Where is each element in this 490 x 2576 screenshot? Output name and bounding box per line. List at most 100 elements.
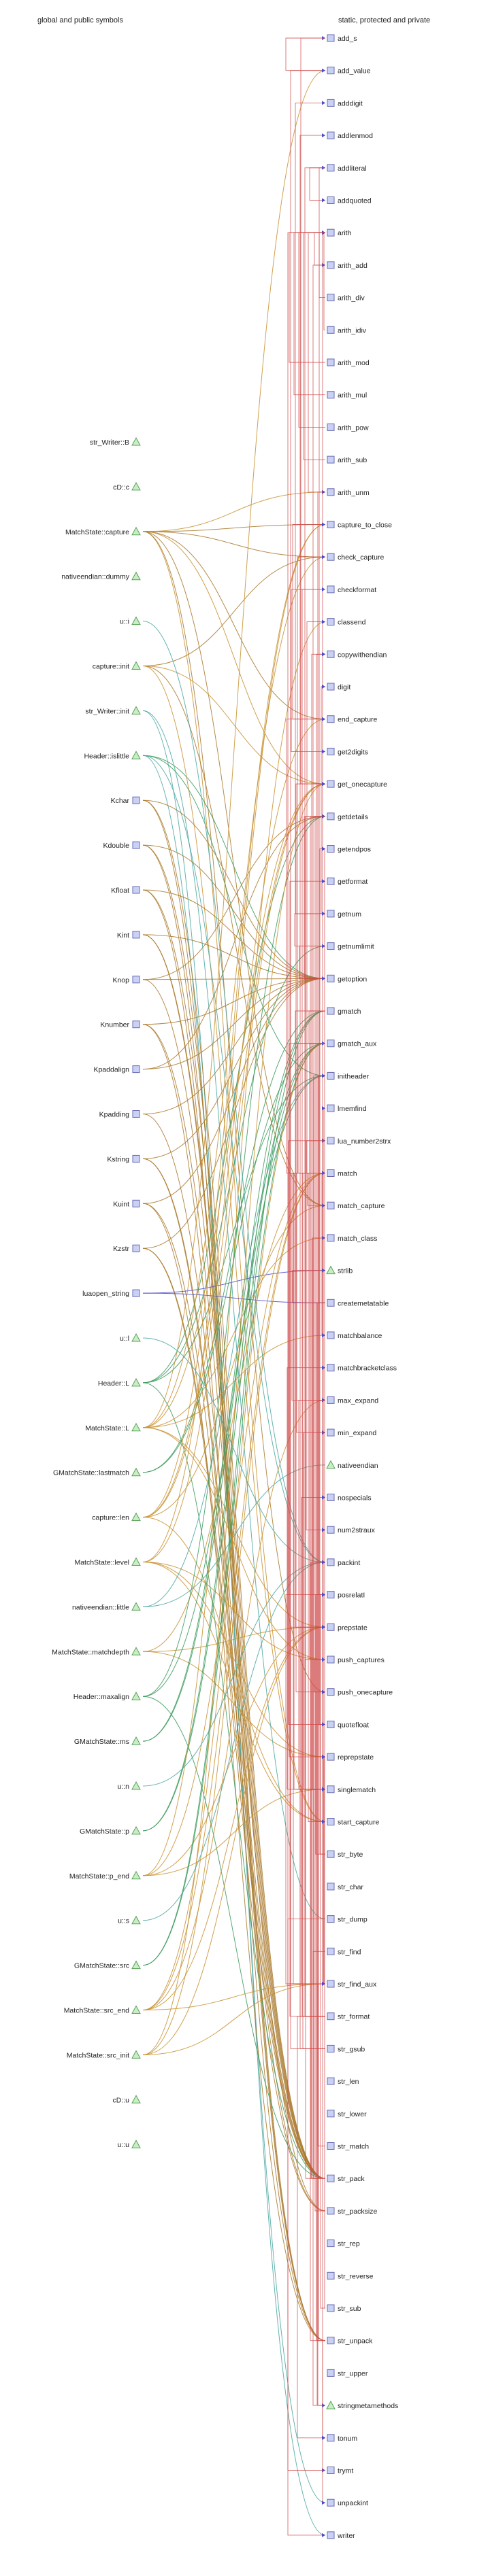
node-posrelati[interactable]: posrelatI (327, 1591, 365, 1600)
node-get-onecapture[interactable]: get_onecapture (327, 780, 387, 789)
node-kint[interactable]: Kint (117, 931, 140, 940)
node-arith-mod[interactable]: arith_mod (327, 358, 370, 367)
node-reprepstate[interactable]: reprepstate (327, 1753, 374, 1762)
node-match-class[interactable]: match_class (327, 1234, 377, 1243)
node-arith-unm[interactable]: arith_unm (327, 488, 370, 497)
node-capture-init[interactable]: capture::init (93, 661, 141, 671)
node-kstring[interactable]: Kstring (107, 1154, 140, 1163)
node-header-islittle[interactable]: Header::islittle (84, 751, 141, 760)
node-addliteral[interactable]: addliteral (327, 164, 367, 173)
node-u-u[interactable]: u::u (117, 2140, 141, 2149)
node-str-reverse[interactable]: str_reverse (327, 2271, 374, 2280)
node-add-value[interactable]: add_value (327, 67, 371, 75)
node-createmetatable[interactable]: createmetatable (327, 1299, 389, 1307)
node-str-lower[interactable]: str_lower (327, 2110, 367, 2118)
node-arith-div[interactable]: arith_div (327, 294, 365, 303)
node-classend[interactable]: classend (327, 618, 366, 627)
node-str-format[interactable]: str_format (327, 2012, 370, 2021)
node-tonum[interactable]: tonum (327, 2434, 357, 2443)
node-str-find-aux[interactable]: str_find_aux (327, 1980, 377, 1989)
node-check-capture[interactable]: check_capture (327, 553, 384, 562)
node-initheader[interactable]: initheader (327, 1071, 370, 1080)
node-capture-len[interactable]: capture::len (92, 1512, 141, 1522)
node-gmatchstate-ms[interactable]: GMatchState::ms (74, 1736, 141, 1746)
node-str-dump[interactable]: str_dump (327, 1915, 368, 1924)
node-addlenmod[interactable]: addlenmod (327, 131, 373, 140)
node-copywithendian[interactable]: copywithendian (327, 650, 387, 659)
node-getformat[interactable]: getformat (327, 877, 368, 886)
node-str-len[interactable]: str_len (327, 2077, 359, 2086)
node-matchstate-p-end[interactable]: MatchState::p_end (69, 1870, 141, 1881)
node-quotefloat[interactable]: quotefloat (327, 1720, 369, 1729)
node-min-expand[interactable]: min_expand (327, 1428, 376, 1437)
node-writer[interactable]: writer (327, 2531, 355, 2540)
node-str-char[interactable]: str_char (327, 1883, 363, 1891)
node-matchstate-matchdepth[interactable]: MatchState::matchdepth (52, 1647, 141, 1656)
node-gmatch[interactable]: gmatch (327, 1007, 361, 1016)
node-arith-sub[interactable]: arith_sub (327, 456, 367, 464)
node-str-pack[interactable]: str_pack (327, 2174, 365, 2183)
node-kpadding[interactable]: Kpadding (99, 1110, 140, 1119)
node-push-onecapture[interactable]: push_onecapture (327, 1688, 393, 1697)
node-capture-to-close[interactable]: capture_to_close (327, 521, 392, 530)
node-match[interactable]: match (327, 1169, 357, 1178)
node-strlib[interactable]: strlib (326, 1265, 353, 1275)
node-gmatch-aux[interactable]: gmatch_aux (327, 1040, 377, 1048)
node-matchstate-src-init[interactable]: MatchState::src_init (67, 2050, 141, 2059)
node-match-capture[interactable]: match_capture (327, 1201, 385, 1210)
node-getnum[interactable]: getnum (327, 910, 361, 918)
node-getdetails[interactable]: getdetails (327, 812, 368, 821)
node-packint[interactable]: packint (327, 1558, 360, 1567)
node-str-sub[interactable]: str_sub (327, 2304, 361, 2313)
node-gmatchstate-p[interactable]: GMatchState::p (80, 1825, 141, 1836)
node-arith-mul[interactable]: arith_mul (327, 391, 367, 400)
node-nospecials[interactable]: nospecials (327, 1494, 372, 1502)
node-adddigit[interactable]: adddigit (327, 99, 363, 107)
node-u-l[interactable]: u::l (120, 1333, 141, 1343)
node-addquoted[interactable]: addquoted (327, 196, 372, 205)
node-luaopen-string[interactable]: luaopen_string (82, 1289, 140, 1298)
node-lua-number2strx[interactable]: lua_number2strx (327, 1137, 391, 1146)
node-get2digits[interactable]: get2digits (327, 747, 368, 756)
node-cd-c[interactable]: cD::c (113, 481, 141, 492)
node-gmatchstate-lastmatch[interactable]: GMatchState::lastmatch (53, 1467, 141, 1477)
node-str-packsize[interactable]: str_packsize (327, 2207, 378, 2216)
node-str-writer-init[interactable]: str_Writer::init (85, 706, 141, 715)
node-str-byte[interactable]: str_byte (327, 1850, 363, 1859)
node-str-gsub[interactable]: str_gsub (327, 2044, 365, 2053)
node-end-capture[interactable]: end_capture (327, 715, 378, 724)
node-matchbalance[interactable]: matchbalance (327, 1331, 382, 1340)
node-cd-u[interactable]: cD::u (112, 2095, 141, 2104)
node-kfloat[interactable]: Kfloat (111, 886, 140, 895)
node-knop[interactable]: Knop (112, 976, 140, 984)
node-getoption[interactable]: getoption (327, 974, 367, 983)
node-stringmetamethods[interactable]: stringmetamethods (326, 2401, 398, 2410)
node-str-unpack[interactable]: str_unpack (327, 2337, 373, 2346)
node-arith-add[interactable]: arith_add (327, 261, 368, 270)
node-arith-idiv[interactable]: arith_idiv (327, 326, 367, 334)
node-arith[interactable]: arith (327, 228, 352, 237)
node-kchar[interactable]: Kchar (111, 796, 140, 805)
node-str-find[interactable]: str_find (327, 1947, 361, 1956)
node-getendpos[interactable]: getendpos (327, 845, 371, 854)
node-push-captures[interactable]: push_captures (327, 1655, 385, 1664)
node-kuint[interactable]: Kuint (113, 1199, 140, 1208)
node-matchbracketclass[interactable]: matchbracketclass (327, 1364, 397, 1373)
node-start-capture[interactable]: start_capture (327, 1818, 379, 1827)
node-kdouble[interactable]: Kdouble (103, 841, 140, 850)
node-matchstate-level[interactable]: MatchState::level (74, 1557, 141, 1567)
node-singlematch[interactable]: singlematch (327, 1785, 376, 1794)
node-max-expand[interactable]: max_expand (327, 1396, 378, 1405)
node-nativeendian-little[interactable]: nativeendian::little (72, 1602, 141, 1611)
node-nativeendian[interactable]: nativeendian (326, 1460, 378, 1470)
node-kpaddalign[interactable]: Kpaddalign (93, 1065, 140, 1074)
node-unpackint[interactable]: unpackint (327, 2498, 368, 2507)
node-header-l[interactable]: Header::L (98, 1377, 141, 1388)
node-arith-pow[interactable]: arith_pow (327, 423, 369, 432)
node-str-writer-b[interactable]: str_Writer::B (90, 436, 141, 447)
node-lmemfind[interactable]: lmemfind (327, 1104, 367, 1113)
node-str-rep[interactable]: str_rep (327, 2239, 360, 2248)
node-u-s[interactable]: u::s (118, 1915, 141, 1925)
node-matchstate-src-end[interactable]: MatchState::src_end (64, 2005, 141, 2015)
node-str-upper[interactable]: str_upper (327, 2369, 368, 2377)
